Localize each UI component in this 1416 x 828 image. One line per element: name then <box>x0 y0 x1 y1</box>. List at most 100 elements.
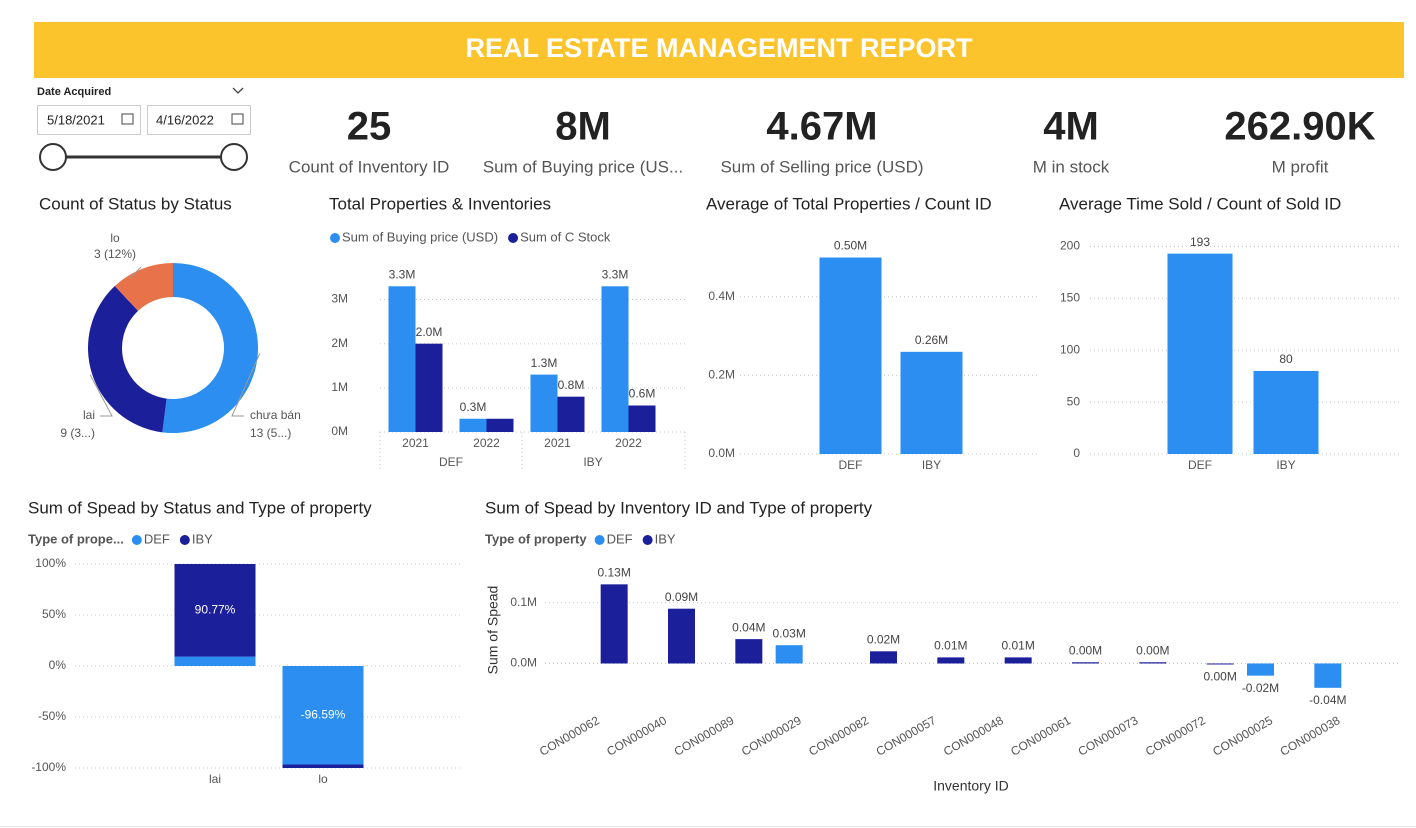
legend-label[interactable]: Sum of Buying price (USD) <box>342 229 498 244</box>
x-tick-label: IBY <box>1276 458 1295 472</box>
legend-label[interactable]: DEF <box>144 531 170 546</box>
donut-segment <box>88 286 167 433</box>
x-tick-label: 2022 <box>473 436 500 450</box>
legend-marker <box>330 233 340 243</box>
data-label: -0.02M <box>1242 681 1279 695</box>
legend-marker <box>179 535 190 545</box>
calendar-icon <box>121 113 134 125</box>
y-tick-label: 0.2M <box>708 368 735 382</box>
bar <box>600 584 628 664</box>
y-tick-label: 0M <box>331 424 348 438</box>
slider-handle[interactable] <box>39 143 67 171</box>
donut-value-label: 9 (3...) <box>60 426 95 440</box>
x-tick-label: CON000089 <box>672 713 737 759</box>
bar <box>775 645 803 664</box>
bar <box>1167 253 1233 454</box>
card-value: 25 <box>347 105 392 149</box>
bar <box>628 405 656 432</box>
data-label: 0.09M <box>665 590 698 604</box>
card-label: Sum of Buying price (US... <box>483 157 683 176</box>
card-value: 4M <box>1043 105 1099 149</box>
data-label: 3.3M <box>602 267 629 281</box>
chart-title: Average Time Sold / Count of Sold ID <box>1059 194 1341 213</box>
start-date: 5/18/2021 <box>47 112 105 127</box>
x-tick-label: CON000029 <box>739 713 804 759</box>
x-tick-label: CON000073 <box>1076 713 1141 759</box>
bar <box>1253 370 1319 454</box>
card-label: Sum of Selling price (USD) <box>720 157 923 176</box>
data-label: -96.59% <box>301 707 346 721</box>
bar <box>1206 663 1234 665</box>
y-tick-label: 2M <box>331 336 348 350</box>
y-tick-label: 100 <box>1060 342 1080 356</box>
bar <box>1247 663 1274 676</box>
y-tick-label: 0.1M <box>510 595 537 609</box>
donut-segment <box>114 263 173 311</box>
data-label: 0.00M <box>1203 670 1236 684</box>
bar <box>1314 663 1342 688</box>
bar <box>937 657 965 664</box>
end-date-box[interactable] <box>147 105 251 135</box>
data-label: 0.6M <box>629 387 656 401</box>
y-tick-label: 0.0M <box>708 446 735 460</box>
leader-line <box>89 374 113 417</box>
x-axis-title: Inventory ID <box>933 778 1008 794</box>
legend-label[interactable]: IBY <box>655 531 676 546</box>
data-label: 0.13M <box>597 566 630 580</box>
x-tick-label: CON000062 <box>537 713 602 759</box>
bar <box>174 656 256 666</box>
group-label: DEF <box>439 455 463 469</box>
slider-handle[interactable] <box>220 143 248 171</box>
x-tick-label: lo <box>318 772 328 786</box>
report-title: REAL ESTATE MANAGEMENT REPORT <box>465 33 973 63</box>
chart-title: Count of Status by Status <box>39 194 232 213</box>
x-tick-label: DEF <box>839 458 863 472</box>
data-label: 0.02M <box>867 632 900 646</box>
donut-label: chưa bán <box>250 408 301 422</box>
bar <box>1139 662 1167 664</box>
x-tick-label: 2021 <box>544 436 571 450</box>
legend-label[interactable]: DEF <box>607 531 633 546</box>
bar <box>459 418 487 432</box>
x-tick-label: CON000082 <box>806 713 871 759</box>
data-label: 1.3M <box>531 356 558 370</box>
donut-segment <box>162 263 259 433</box>
legend-marker <box>594 535 605 545</box>
data-label: 0.8M <box>558 378 585 392</box>
x-tick-label: CON000072 <box>1143 713 1208 759</box>
card-value: 4.67M <box>766 105 877 149</box>
slicer-chevron[interactable] <box>232 87 244 94</box>
card-label: Count of Inventory ID <box>289 157 450 176</box>
data-label: 3.3M <box>389 267 416 281</box>
chart-title: Sum of Spead by Inventory ID and Type of… <box>485 498 873 517</box>
legend-label[interactable]: IBY <box>192 531 213 546</box>
x-tick-label: CON000025 <box>1210 713 1275 759</box>
legend-title: Type of prope... <box>28 531 124 546</box>
chart-title: Average of Total Properties / Count ID <box>706 194 992 213</box>
y-tick-label: 0 <box>1073 446 1080 460</box>
start-date-box[interactable] <box>37 105 141 135</box>
x-tick-label: CON000040 <box>604 713 669 759</box>
x-tick-label: IBY <box>922 458 941 472</box>
end-date: 4/16/2022 <box>156 112 214 127</box>
legend-label[interactable]: Sum of C Stock <box>520 229 611 244</box>
y-tick-label: -100% <box>31 760 66 774</box>
y-tick-label: 3M <box>331 292 348 306</box>
x-tick-label: 2022 <box>615 436 642 450</box>
bar <box>601 286 629 432</box>
data-label: 0.00M <box>1136 643 1169 657</box>
data-label: 0.01M <box>1001 639 1034 653</box>
x-tick-label: lai <box>209 772 221 786</box>
data-label: 193 <box>1190 235 1210 249</box>
bar <box>900 351 963 454</box>
legend-marker <box>642 535 653 545</box>
data-label: 0.03M <box>772 626 805 640</box>
bar <box>174 564 256 657</box>
leader-line <box>231 353 261 417</box>
legend-marker <box>131 535 142 545</box>
x-tick-label: CON000061 <box>1008 713 1073 759</box>
data-label: 0.50M <box>834 239 867 253</box>
bar <box>870 651 897 664</box>
y-tick-label: 1M <box>331 380 348 394</box>
